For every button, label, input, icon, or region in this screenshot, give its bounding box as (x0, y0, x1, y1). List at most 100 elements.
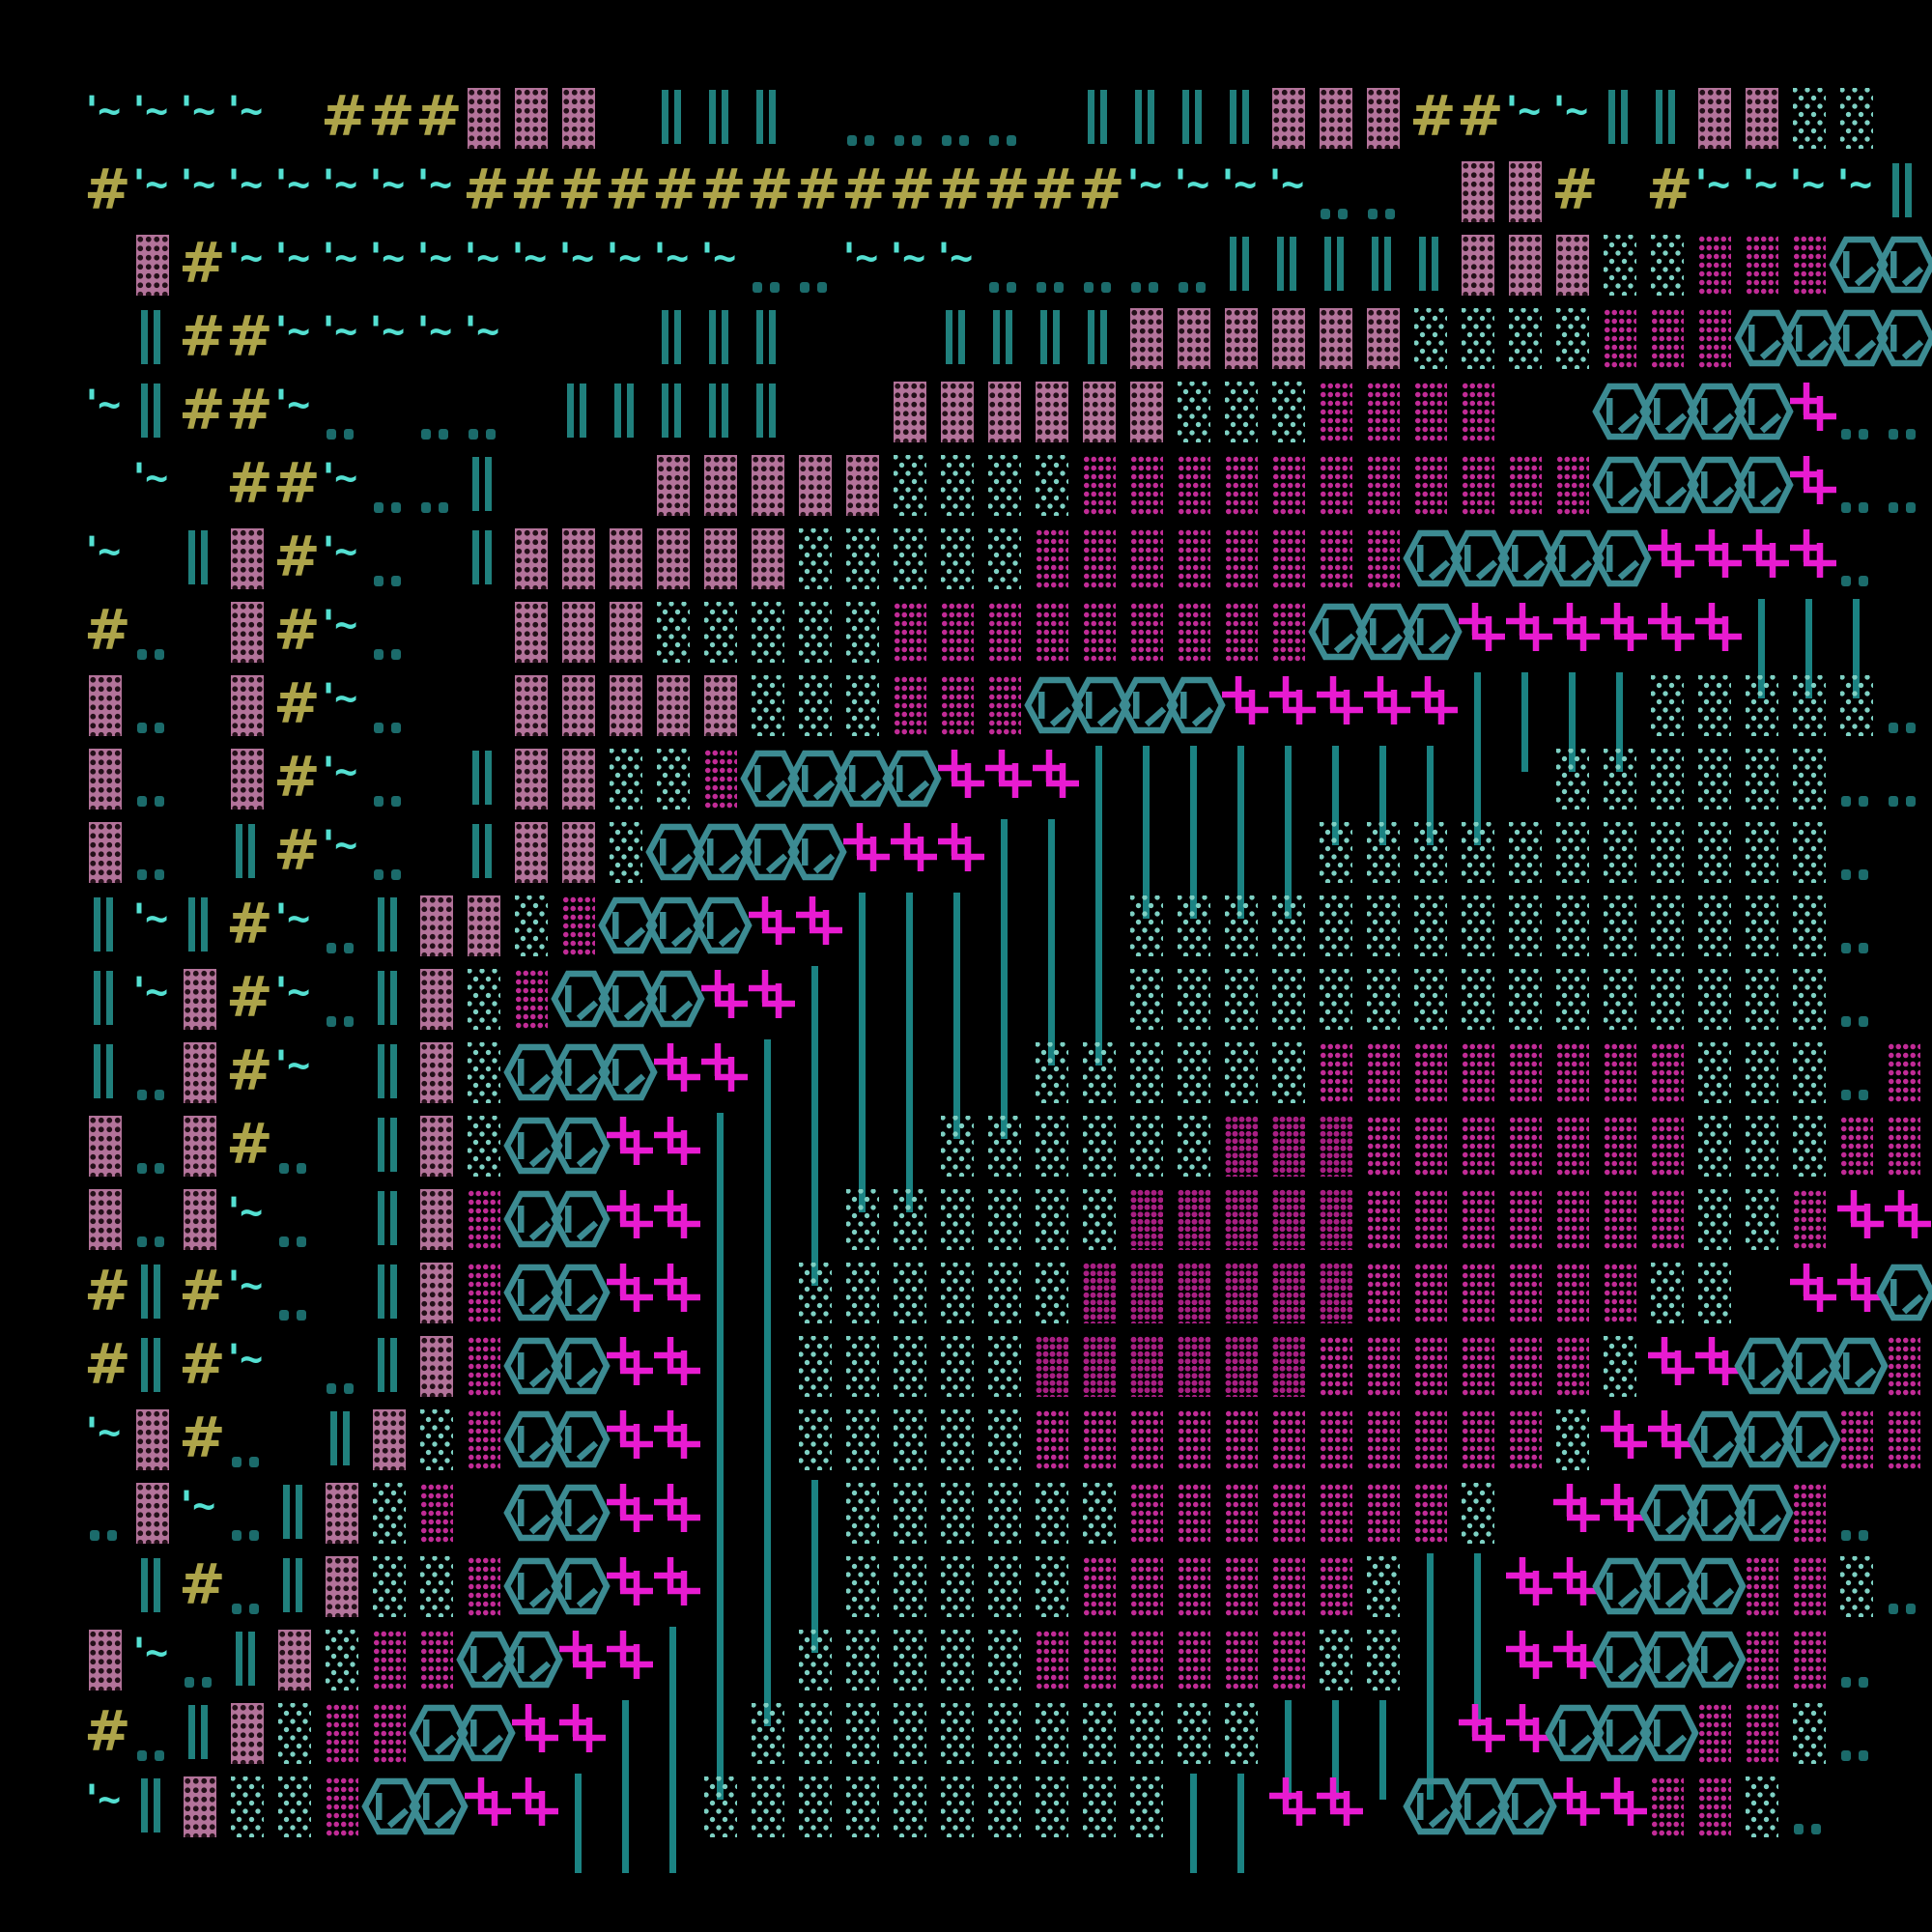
magenta-dot-block-texture (1320, 1556, 1352, 1617)
teal-dot-pair-glyph (1786, 1770, 1833, 1843)
teal-dot-pair-glyph (1881, 448, 1928, 522)
teal-hexagon-ring (740, 815, 800, 889)
pink-weave-block (1076, 375, 1123, 448)
double-cross-shape (654, 1337, 700, 1385)
magenta-dot-block-texture (1320, 382, 1352, 442)
olive-hash-glyph: # (82, 1329, 131, 1403)
magenta-dot-block (1265, 1549, 1313, 1623)
magenta-dot-block-texture (1414, 455, 1447, 516)
tall-bar-shape (1379, 1700, 1386, 1800)
tall-bar-shape (906, 893, 913, 992)
magenta-dot-block-texture (894, 675, 926, 736)
cyan-tilde-text: '~ (1500, 89, 1541, 133)
magenta-double-cross (603, 1109, 653, 1182)
teal-dot-block-texture (846, 1630, 879, 1690)
teal-hexagon-ring (693, 815, 753, 889)
hexagon-ring-shape (787, 750, 847, 808)
teal-dot-block-texture (1083, 1703, 1116, 1764)
teal-double-bar-glyph (603, 375, 650, 448)
teal-dot-pair-glyph (129, 1696, 177, 1770)
teal-dot-block (1455, 962, 1502, 1036)
teal-dot-pair-glyph (177, 1623, 224, 1696)
magenta-double-cross (1407, 668, 1458, 742)
tall-bar-shape (1379, 746, 1386, 845)
magenta-double-cross (1833, 1182, 1884, 1256)
teal-tall-bar (697, 1182, 745, 1286)
double-bar-shape (472, 824, 492, 878)
teal-dot-block-texture (894, 1630, 926, 1690)
teal-hexagon-ring (1403, 1770, 1463, 1843)
teal-dot-block-texture (1083, 1042, 1116, 1103)
tall-bar-shape (764, 1186, 771, 1286)
teal-dot-block-texture (752, 602, 784, 663)
magenta-double-cross (1597, 1403, 1647, 1476)
hexagon-ring-shape (1071, 676, 1131, 734)
dot-pair-shape (800, 282, 810, 293)
tall-bar-shape (811, 966, 818, 1065)
teal-dot-block-texture (610, 822, 642, 883)
double-bar-shape (378, 1264, 397, 1319)
pink-weave-block-texture (1225, 308, 1258, 369)
magenta-dot-block (1123, 1549, 1171, 1623)
teal-double-bar-glyph (129, 1770, 177, 1843)
teal-dot-block (1313, 889, 1360, 962)
hash-text: # (889, 156, 936, 222)
pink-weave-block (224, 1696, 271, 1770)
pink-weave-block (697, 522, 745, 595)
magenta-dot-block (1502, 1256, 1549, 1329)
teal-dot-block (981, 1549, 1029, 1623)
teal-dot-block (1171, 962, 1218, 1036)
magenta-dot-block-texture (1225, 1556, 1258, 1617)
magenta-dot-block (1171, 1549, 1218, 1623)
magenta-dot-block (1360, 522, 1407, 595)
hexagon-ring-shape (1829, 1337, 1889, 1395)
pink-weave-block (1360, 301, 1407, 375)
teal-double-bar-glyph (461, 742, 508, 815)
teal-dot-pair-glyph (129, 1109, 177, 1182)
magenta-dot-block-texture (1462, 1409, 1494, 1470)
teal-hexagon-ring (551, 1403, 611, 1476)
teal-hexagon-ring (409, 1770, 469, 1843)
magenta-dot-block (1265, 595, 1313, 668)
cyan-tilde-text: '~ (128, 89, 168, 133)
teal-double-bar-glyph (177, 522, 224, 595)
magenta-dot-block-texture (1083, 455, 1116, 516)
dense-magenta-dot-block (1076, 1329, 1123, 1403)
magenta-double-cross (650, 1403, 700, 1476)
cyan-tilde-text: '~ (222, 1337, 263, 1381)
teal-double-bar-glyph (271, 1476, 319, 1549)
teal-dot-block (934, 448, 981, 522)
olive-hash-glyph: # (413, 81, 463, 155)
magenta-double-cross (1597, 1476, 1647, 1549)
cyan-tilde-quote-glyph: '~ (270, 375, 319, 448)
magenta-double-cross (1691, 522, 1742, 595)
teal-dot-block-texture (799, 675, 832, 736)
teal-dot-block-texture (1604, 1336, 1636, 1397)
magenta-dot-block-texture (1414, 1263, 1447, 1323)
dot-pair-shape (1841, 943, 1851, 953)
cyan-tilde-quote-glyph: '~ (1216, 155, 1265, 228)
pink-weave-block (1455, 155, 1502, 228)
pink-weave-block (82, 1182, 129, 1256)
double-cross-shape (559, 1704, 606, 1752)
teal-dot-block (1076, 1036, 1123, 1109)
magenta-dot-block-texture (1556, 1042, 1589, 1103)
teal-tall-bar (981, 962, 1029, 1065)
magenta-dot-block-texture (1509, 1336, 1542, 1397)
pink-weave-block (1029, 375, 1076, 448)
cyan-tilde-text: '~ (1737, 162, 1777, 207)
double-bar-shape (378, 1338, 397, 1392)
magenta-dot-block-texture (1083, 1409, 1116, 1470)
double-bar-shape (378, 1044, 397, 1098)
teal-dot-block (934, 1329, 981, 1403)
magenta-dot-block (887, 595, 934, 668)
hash-text: # (605, 156, 652, 222)
tall-bar-shape (669, 1700, 676, 1800)
hexagon-ring-shape (1592, 1704, 1652, 1762)
dot-pair-shape (1889, 502, 1898, 513)
teal-dot-block-texture (1083, 1116, 1116, 1177)
magenta-dot-block (1691, 1696, 1739, 1770)
hexagon-ring-shape (551, 1337, 611, 1395)
tall-bar-shape (717, 1553, 724, 1653)
hexagon-ring-shape (1355, 603, 1415, 661)
